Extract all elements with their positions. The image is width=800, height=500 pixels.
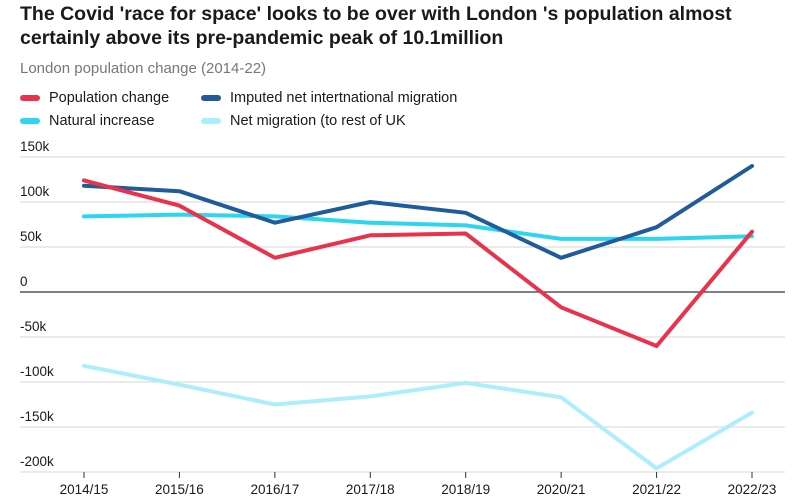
y-tick-label: -50k	[20, 319, 47, 334]
series-line-imputed-net-intertnational-migration	[82, 164, 754, 260]
legend: Population change Imputed net intertnati…	[20, 90, 580, 134]
x-tick-label: 2017/18	[346, 482, 395, 497]
series-line-population-change	[82, 178, 754, 348]
legend-label-net-international-migration: Imputed net intertnational migration	[230, 90, 458, 106]
legend-label-natural-increase: Natural increase	[49, 113, 155, 129]
y-tick-label: 0	[20, 274, 28, 289]
y-tick-label: 50k	[20, 229, 42, 244]
x-tick-label: 2021/22	[632, 482, 681, 497]
legend-label-population-change: Population change	[49, 90, 170, 106]
legend-swatch-net-international-migration	[201, 95, 221, 101]
legend-swatch-population-change	[20, 95, 40, 101]
legend-item-net-migration-rest-of-uk: Net migration (to rest of UK	[201, 113, 406, 129]
y-tick-label: 150k	[20, 139, 50, 154]
x-tick-label: 2020/21	[537, 482, 586, 497]
chart-subtitle: London population change (2014-22)	[20, 60, 267, 77]
y-tick-label: -150k	[20, 409, 54, 424]
x-tick-label: 2018/19	[441, 482, 490, 497]
legend-item-population-change: Population change	[20, 90, 169, 106]
y-tick-label: 100k	[20, 184, 50, 199]
x-tick-label: 2016/17	[250, 482, 299, 497]
legend-item-natural-increase: Natural increase	[20, 113, 155, 129]
x-tick-label: 2015/16	[155, 482, 204, 497]
legend-swatch-natural-increase	[20, 118, 40, 124]
x-tick-label: 2014/15	[60, 482, 109, 497]
chart-title: The Covid 'race for space' looks to be o…	[20, 3, 732, 49]
legend-item-net-international-migration: Imputed net intertnational migration	[201, 90, 457, 106]
y-tick-label: -100k	[20, 364, 54, 379]
legend-swatch-net-migration-rest-of-uk	[201, 118, 221, 124]
x-tick-label: 2022/23	[728, 482, 777, 497]
y-tick-label: -200k	[20, 454, 54, 469]
legend-label-net-migration-rest-of-uk: Net migration (to rest of UK	[230, 113, 406, 129]
series-line-net-migration-to-rest-of-uk	[82, 363, 754, 471]
